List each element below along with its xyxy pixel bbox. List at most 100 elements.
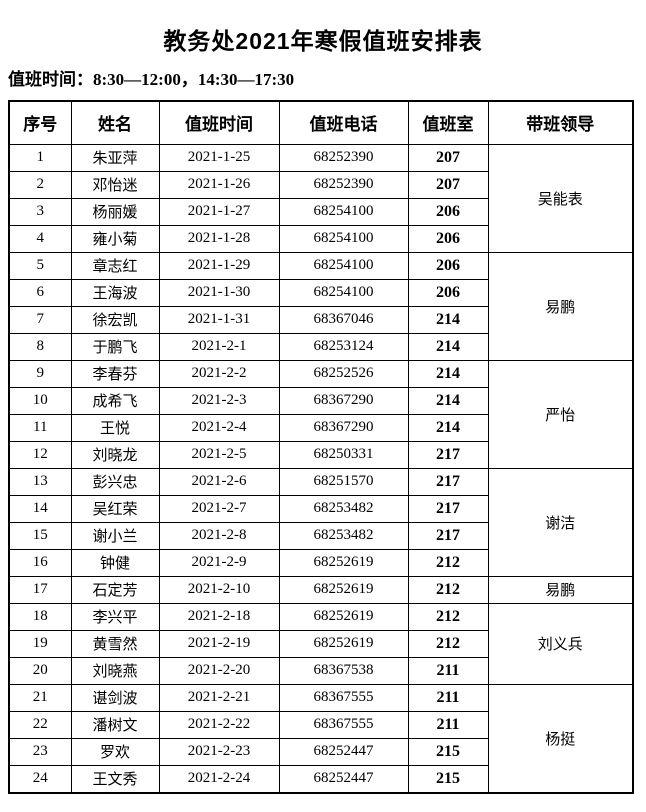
table-row: 8 于鹏飞 2021-2-1 68253124 214 [8, 332, 633, 361]
cell-date: 2021-2-9 [158, 548, 280, 577]
cell-index: 2 [8, 170, 72, 199]
cell-phone: 68252619 [278, 548, 409, 577]
table-row: 21 谌剑波 2021-2-21 68367555 211 杨挺 [8, 683, 634, 794]
cell-phone: 68253124 [278, 332, 409, 361]
cell-date: 2021-2-22 [158, 710, 280, 739]
cell-room: 217 [407, 494, 489, 523]
cell-leader: 杨挺 [487, 683, 634, 794]
cell-phone: 68252526 [278, 359, 409, 388]
table-row: 1 朱亚萍 2021-1-25 68252390 207 吴能表 [8, 143, 634, 253]
duty-hours-line: 值班时间：8:30—12:00，14:30—17:30 [8, 69, 295, 89]
table-row: 6 王海波 2021-1-30 68254100 206 [8, 278, 633, 307]
cell-room: 211 [407, 656, 489, 685]
cell-index: 15 [8, 521, 72, 550]
cell-phone: 68253482 [278, 521, 409, 550]
cell-leader: 严怡 [487, 359, 634, 469]
table-row: 23 罗欢 2021-2-23 68252447 215 [8, 737, 633, 766]
cell-phone: 68367555 [278, 683, 409, 712]
cell-room: 215 [407, 764, 489, 794]
header-leader: 带班领导 [487, 100, 634, 145]
cell-date: 2021-1-28 [158, 224, 280, 253]
cell-phone: 68252447 [278, 764, 409, 794]
cell-name: 刘晓燕 [70, 656, 160, 685]
cell-index: 11 [8, 413, 72, 442]
table-row: 4 雍小菊 2021-1-28 68254100 206 [8, 224, 633, 253]
cell-phone: 68252619 [278, 602, 409, 631]
cell-name: 李春芬 [70, 359, 160, 388]
cell-index: 1 [8, 143, 72, 172]
cell-date: 2021-2-4 [158, 413, 280, 442]
cell-name: 邓怡迷 [70, 170, 160, 199]
cell-name: 潘树文 [70, 710, 160, 739]
cell-index: 5 [8, 251, 72, 280]
table-row: 7 徐宏凯 2021-1-31 68367046 214 [8, 305, 633, 334]
cell-phone: 68252447 [278, 737, 409, 766]
header-index: 序号 [8, 100, 72, 145]
cell-phone: 68367290 [278, 413, 409, 442]
cell-phone: 68252390 [278, 143, 409, 172]
cell-room: 214 [407, 386, 489, 415]
cell-room: 206 [407, 197, 489, 226]
cell-name: 杨丽媛 [70, 197, 160, 226]
cell-index: 23 [8, 737, 72, 766]
cell-phone: 68252619 [278, 629, 409, 658]
table-row: 3 杨丽媛 2021-1-27 68254100 206 [8, 197, 633, 226]
table-row: 18 李兴平 2021-2-18 68252619 212 刘义兵 [8, 602, 634, 685]
cell-phone: 68367538 [278, 656, 409, 685]
cell-room: 214 [407, 305, 489, 334]
header-phone: 值班电话 [278, 100, 409, 145]
cell-room: 206 [407, 224, 489, 253]
cell-name: 刘晓龙 [70, 440, 160, 469]
cell-date: 2021-2-6 [158, 467, 280, 496]
cell-name: 朱亚萍 [70, 143, 160, 172]
header-name: 姓名 [70, 100, 160, 145]
cell-room: 215 [407, 737, 489, 766]
cell-room: 214 [407, 332, 489, 361]
cell-index: 3 [8, 197, 72, 226]
cell-name: 谢小兰 [70, 521, 160, 550]
cell-date: 2021-1-27 [158, 197, 280, 226]
cell-index: 24 [8, 764, 72, 794]
schedule-table-head: 序号 姓名 值班时间 值班电话 值班室 带班领导 [8, 100, 634, 145]
cell-name: 雍小菊 [70, 224, 160, 253]
cell-index: 12 [8, 440, 72, 469]
cell-index: 6 [8, 278, 72, 307]
cell-name: 罗欢 [70, 737, 160, 766]
cell-date: 2021-2-5 [158, 440, 280, 469]
cell-index: 10 [8, 386, 72, 415]
cell-name: 王悦 [70, 413, 160, 442]
cell-date: 2021-2-1 [158, 332, 280, 361]
cell-phone: 68254100 [278, 197, 409, 226]
cell-leader: 吴能表 [487, 143, 634, 253]
table-row: 17 石定芳 2021-2-10 68252619 212 易鹏 [8, 575, 634, 604]
cell-name: 彭兴忠 [70, 467, 160, 496]
cell-index: 16 [8, 548, 72, 577]
cell-name: 石定芳 [70, 575, 160, 604]
cell-phone: 68250331 [278, 440, 409, 469]
cell-index: 7 [8, 305, 72, 334]
cell-date: 2021-1-25 [158, 143, 280, 172]
cell-date: 2021-2-18 [158, 602, 280, 631]
cell-date: 2021-2-3 [158, 386, 280, 415]
cell-room: 207 [407, 170, 489, 199]
cell-phone: 68252619 [278, 575, 409, 604]
table-row: 20 刘晓燕 2021-2-20 68367538 211 [8, 656, 633, 685]
cell-room: 214 [407, 359, 489, 388]
cell-date: 2021-1-30 [158, 278, 280, 307]
cell-room: 212 [407, 575, 489, 604]
cell-index: 20 [8, 656, 72, 685]
table-row: 10 成希飞 2021-2-3 68367290 214 [8, 386, 633, 415]
cell-index: 22 [8, 710, 72, 739]
cell-leader: 谢洁 [487, 467, 634, 577]
page-title: 教务处2021年寒假值班安排表 [163, 28, 483, 54]
cell-index: 9 [8, 359, 72, 388]
cell-phone: 68252390 [278, 170, 409, 199]
cell-date: 2021-2-21 [158, 683, 280, 712]
cell-room: 212 [407, 548, 489, 577]
table-row: 9 李春芬 2021-2-2 68252526 214 严怡 [8, 359, 634, 469]
cell-phone: 68254100 [278, 224, 409, 253]
cell-phone: 68367046 [278, 305, 409, 334]
table-row: 16 钟健 2021-2-9 68252619 212 [8, 548, 633, 577]
cell-name: 章志红 [70, 251, 160, 280]
